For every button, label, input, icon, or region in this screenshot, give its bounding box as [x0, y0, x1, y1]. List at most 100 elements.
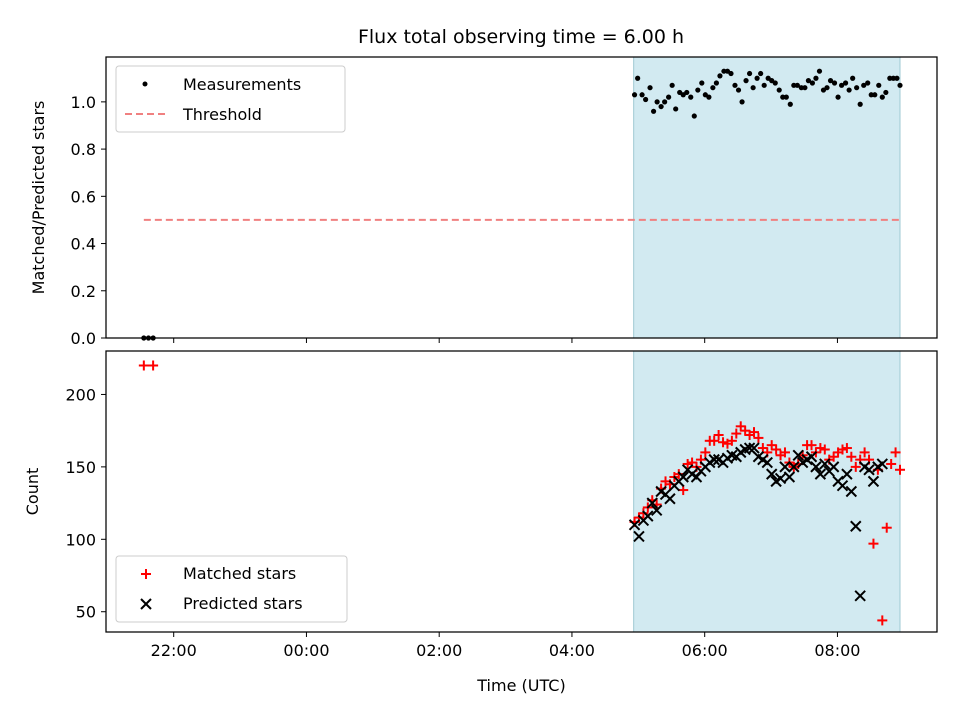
- legend-top: Measurements Threshold: [115, 65, 346, 133]
- measurement-point: [809, 80, 816, 86]
- measurement-point: [872, 92, 878, 98]
- predicted-star-point: [805, 451, 818, 463]
- axes-frame-top: [105, 56, 938, 339]
- y-tick-label: 50: [76, 603, 96, 622]
- measurement-point: [894, 75, 900, 81]
- matched-star-point: [753, 432, 764, 443]
- cross-b: [633, 530, 645, 543]
- observing-span-bottom: [633, 350, 901, 633]
- matched-star-point: [868, 538, 879, 549]
- matched-star-point: [850, 461, 861, 472]
- predicted-star-point: [810, 461, 822, 473]
- matched-star-point: [846, 451, 857, 462]
- predicted-star-point: [814, 468, 827, 480]
- cross-b: [655, 485, 667, 498]
- y-tick-label: 0.2: [71, 282, 96, 301]
- matched-star-point: [740, 425, 751, 436]
- matched-star-point: [859, 447, 870, 458]
- cross-b: [642, 510, 654, 522]
- predicted-star-point: [748, 442, 760, 454]
- matched-star-point: [138, 360, 149, 371]
- measurement-point: [732, 82, 738, 88]
- matched-star-point: [815, 443, 826, 454]
- y-ticks-bottom: 50 100 150 200: [65, 385, 106, 622]
- measurement-point: [746, 70, 753, 77]
- y-tick-label: 0.4: [71, 235, 96, 254]
- measurement-point: [824, 85, 830, 91]
- measurement-point: [865, 80, 871, 86]
- cross-b: [650, 504, 663, 517]
- y-tick-label: 0.8: [71, 140, 96, 159]
- predicted-star-point: [867, 475, 880, 488]
- measurement-point: [857, 101, 863, 107]
- measurement-point: [650, 108, 657, 114]
- matched-star-point: [726, 435, 737, 446]
- measurement-point: [754, 75, 760, 81]
- measurement-point: [805, 78, 812, 84]
- predicted-star-point: [788, 461, 800, 473]
- predicted-star-point: [792, 449, 804, 461]
- predicted-star-point: [743, 442, 756, 454]
- predicted-star-point: [761, 456, 773, 469]
- measurement-point: [835, 94, 841, 100]
- measurement-point: [717, 73, 723, 79]
- legend-label-threshold: Threshold: [182, 105, 262, 124]
- predicted-star-point: [841, 468, 853, 480]
- y-tick-label: 1.0: [71, 93, 96, 112]
- matched-star-point: [886, 458, 897, 469]
- measurement-point: [802, 85, 808, 91]
- cross-b: [774, 472, 787, 485]
- measurement-point: [695, 87, 701, 93]
- x-tick-label: 04:00: [549, 641, 595, 660]
- predicted-star-point: [774, 472, 787, 485]
- cross-b: [140, 598, 152, 610]
- matched-star-point: [779, 447, 790, 458]
- measurement-point: [666, 94, 672, 100]
- cross-b: [783, 471, 796, 483]
- measurement-point: [658, 103, 664, 110]
- cross-b: [779, 461, 791, 473]
- matched-star-point: [766, 440, 777, 451]
- chart-title: Flux total observing time = 6.00 h: [358, 26, 684, 48]
- y-ticks-top: 0.0 0.2 0.4 0.6 0.8 1.0: [71, 93, 106, 348]
- x-tick-label: 06:00: [682, 641, 728, 660]
- legend-marker-measurements: [142, 81, 148, 87]
- measurement-point: [684, 89, 690, 96]
- predicted-star-point: [845, 485, 858, 498]
- measurement-point: [772, 80, 778, 86]
- observing-span-top: [633, 56, 901, 339]
- cross-b: [765, 468, 778, 480]
- matched-star-point: [700, 447, 711, 458]
- matched-star-point: [718, 437, 729, 448]
- predicted-star-point: [836, 479, 849, 492]
- predicted-star-point: [779, 461, 791, 473]
- measurement-point: [883, 89, 889, 96]
- matched-star-point: [731, 428, 742, 439]
- cross-b: [664, 493, 676, 505]
- measurement-point: [706, 94, 712, 100]
- measurement-point: [662, 99, 668, 105]
- predicted-star-point: [628, 519, 641, 531]
- matched-star-point: [890, 447, 901, 458]
- cross-b: [814, 468, 827, 480]
- predicted-star-point: [677, 471, 689, 483]
- predicted-star-point: [854, 590, 866, 602]
- measurement-point: [647, 85, 653, 91]
- measurement-point: [761, 82, 767, 88]
- cross-b: [876, 458, 889, 470]
- matched-star-point: [682, 458, 693, 469]
- y-axis-label-top: Matched/Predicted stars: [29, 101, 48, 295]
- measurement-point: [669, 82, 675, 88]
- measurement-point: [691, 113, 697, 119]
- measurement-point: [643, 96, 649, 103]
- measurement-point: [728, 70, 734, 77]
- matched-star-point: [895, 464, 905, 475]
- cross-b: [743, 442, 756, 454]
- legend-bottom: Matched stars Predicted stars: [115, 555, 348, 623]
- legend-box-bottom: [115, 555, 348, 623]
- cross-b: [757, 453, 769, 466]
- measurement-point: [710, 85, 716, 91]
- legend-label-matched: Matched stars: [183, 564, 296, 583]
- x-tick-label: 00:00: [283, 641, 329, 660]
